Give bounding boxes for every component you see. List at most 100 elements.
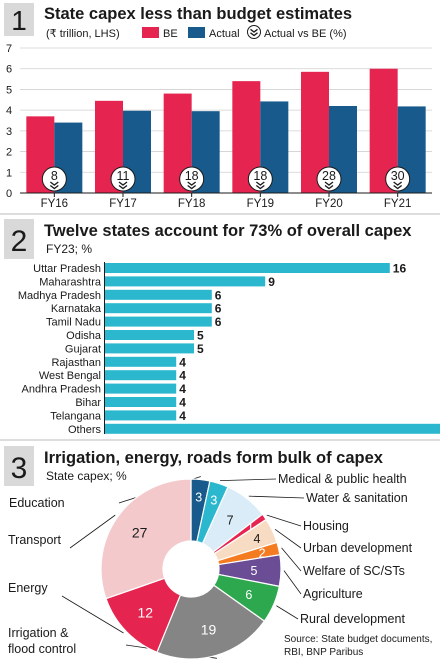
panel-1-number-box xyxy=(4,3,34,36)
y-tick-label: 1 xyxy=(6,167,12,179)
source-line-1: Source: State budget documents, xyxy=(284,634,432,645)
bar-group-fy16: 8 xyxy=(26,116,83,193)
category-label-water-and-sanitation: Water & sanitation xyxy=(306,491,408,505)
leader-line xyxy=(276,605,299,620)
category-label-education: Education xyxy=(9,496,65,510)
panel-3-title: Irrigation, energy, roads form bulk of c… xyxy=(44,449,384,467)
y-tick-label: 2 xyxy=(6,147,12,159)
state-label-maharashtra: Maharashtra xyxy=(39,276,102,288)
panel-2: 2 Twelve states account for 73% of overa… xyxy=(4,219,440,436)
state-label-west-bengal: West Bengal xyxy=(39,370,101,382)
panel-2-number-box xyxy=(4,219,34,259)
panel-3-number: 3 xyxy=(11,452,28,485)
bar-maharashtra xyxy=(105,276,266,287)
slice-value-label: 12 xyxy=(137,604,153,620)
bar-group-fy17: 11 xyxy=(95,100,151,193)
shortfall-value: 18 xyxy=(253,169,267,183)
panel-1: 1 State capex less than budget estimates… xyxy=(4,3,432,210)
slice-value-label: 1 xyxy=(247,521,254,535)
value-label: 6 xyxy=(215,288,222,302)
panel-1-number: 1 xyxy=(11,5,27,36)
state-label-uttar-pradesh: Uttar Pradesh xyxy=(33,263,101,275)
value-label: 4 xyxy=(179,409,186,423)
shortfall-chevron-icon xyxy=(324,181,334,190)
state-label-telangana: Telangana xyxy=(50,410,102,422)
legend-shortfall-icon xyxy=(247,25,261,39)
panel-1-gridlines xyxy=(20,47,432,173)
y-tick-label: 4 xyxy=(6,105,12,117)
panel-3-subtitle: State capex; % xyxy=(46,469,127,483)
panel-1-bars: 8 11 18 18 28 30 xyxy=(26,68,426,193)
y-tick-label: 7 xyxy=(6,43,12,55)
panel-3-number-box xyxy=(4,446,34,486)
panel-1-unit: (₹ trillion, LHS) xyxy=(46,28,120,40)
slice-irrigation-and-flood-control xyxy=(156,584,266,660)
value-label: 6 xyxy=(215,315,222,329)
panel-3-category-labels: Education Medical & public health Water & … xyxy=(8,472,413,656)
shortfall-chevron-icon xyxy=(393,181,403,190)
category-label-welfare-of-sc-sts: Welfare of SC/STs xyxy=(303,564,405,578)
legend-be-label: BE xyxy=(163,28,178,40)
panel-1-title: State capex less than budget estimates xyxy=(44,5,352,23)
x-tick-label: FY17 xyxy=(109,198,137,210)
panel-2-subtitle: FY23; % xyxy=(46,242,92,256)
category-label-energy: Energy xyxy=(8,581,48,595)
panel-3: 3 Irrigation, energy, roads form bulk of… xyxy=(4,446,432,660)
state-label-odisha: Odisha xyxy=(66,330,102,342)
category-label-urban-development: Urban development xyxy=(303,541,413,555)
value-label: 9 xyxy=(268,275,275,289)
x-tick-label: FY18 xyxy=(178,198,206,210)
bar-bihar xyxy=(105,397,177,407)
category-label-housing: Housing xyxy=(303,519,349,533)
state-label-andhra-pradesh: Andhra Pradesh xyxy=(22,384,102,396)
leader-line xyxy=(274,528,302,549)
bar-odisha xyxy=(105,330,194,340)
shortfall-chevron-icon xyxy=(187,181,197,190)
panel-2-number: 2 xyxy=(11,225,28,258)
shortfall-badge xyxy=(385,166,411,192)
value-label: 4 xyxy=(179,382,186,396)
shortfall-chevron-icon xyxy=(255,181,265,190)
value-label: 16 xyxy=(393,262,407,276)
category-label-medical-and-public-health: Medical & public health xyxy=(278,472,407,486)
value-label: 6 xyxy=(215,302,222,316)
shortfall-badge xyxy=(247,166,273,192)
bar-group-fy18: 18 xyxy=(163,93,220,193)
shortfall-badge xyxy=(316,166,342,192)
slice-transport xyxy=(100,478,192,600)
value-label: 4 xyxy=(179,355,186,369)
state-label-rajasthan: Rajasthan xyxy=(51,357,101,369)
leader-line xyxy=(281,547,302,572)
bar-tamil-nadu xyxy=(105,316,212,327)
x-tick-label: FY20 xyxy=(315,198,343,210)
y-tick-label: 6 xyxy=(6,64,12,76)
x-tick-label: FY16 xyxy=(41,198,69,210)
value-label: 5 xyxy=(197,342,204,356)
state-label-tamil-nadu: Tamil Nadu xyxy=(46,317,101,329)
value-label: 5 xyxy=(197,329,204,343)
source-line-2: RBI, BNP Paribus xyxy=(284,647,363,658)
value-label: 4 xyxy=(179,396,186,410)
shortfall-value: 30 xyxy=(391,169,405,183)
panel-1-x-axis: FY16 FY17 FY18 FY19 FY20 FY21 xyxy=(41,193,412,210)
category-label-irrigation-and-flood-control: Irrigation & flood control xyxy=(8,626,76,656)
bar-group-fy19: 18 xyxy=(232,81,289,193)
shortfall-badge xyxy=(110,166,136,192)
y-tick-label: 5 xyxy=(6,84,12,96)
slice-value-label: 3 xyxy=(210,494,217,508)
leader-line xyxy=(220,478,277,482)
leader-line xyxy=(248,495,305,499)
state-label-gujarat: Gujarat xyxy=(65,343,101,355)
bar-gujarat xyxy=(105,343,194,354)
x-tick-label: FY21 xyxy=(384,198,412,210)
shortfall-value: 28 xyxy=(322,169,336,183)
state-label-bihar: Bihar xyxy=(75,397,101,409)
slice-value-label: 3 xyxy=(195,490,202,504)
slice-value-label: 27 xyxy=(132,525,148,541)
legend-actual-label: Actual xyxy=(209,28,240,40)
shortfall-value: 11 xyxy=(117,169,130,183)
category-label-transport: Transport xyxy=(8,533,62,547)
bar-group-fy21: 30 xyxy=(369,68,426,193)
panel-1-y-axis: 0 1 2 3 4 5 6 7 xyxy=(6,43,12,200)
